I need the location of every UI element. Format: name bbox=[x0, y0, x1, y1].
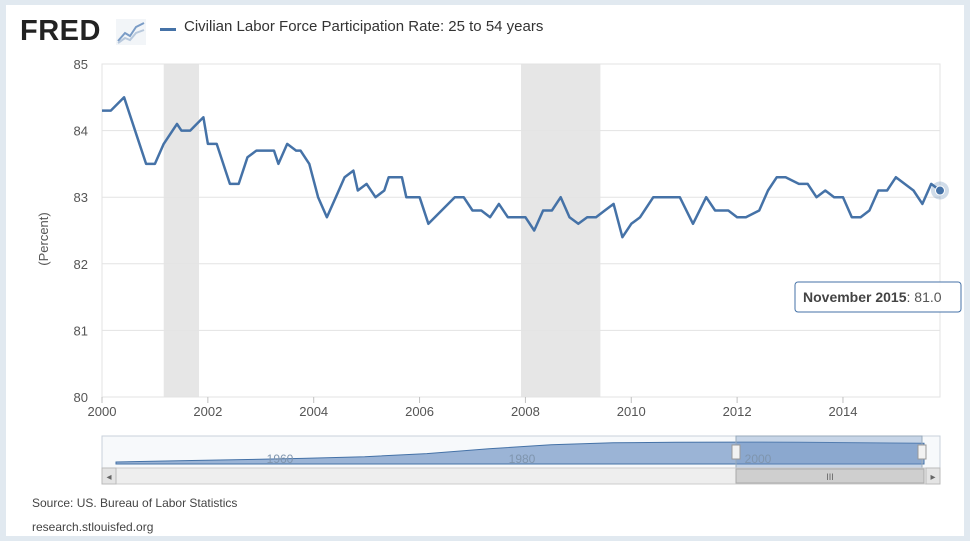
time-navigator[interactable]: 1960 1980 2000 ◂ ▸ III bbox=[101, 435, 941, 485]
x-tick-label: 2014 bbox=[829, 404, 858, 419]
chart-frame: FRED Civilian Labor Force Participation … bbox=[6, 5, 964, 536]
scroll-left-icon: ◂ bbox=[106, 472, 111, 483]
y-axis: 80 81 82 83 84 85 bbox=[74, 57, 88, 405]
navigator-right-handle[interactable] bbox=[917, 444, 927, 460]
legend-swatch bbox=[160, 28, 176, 31]
y-tick-label: 83 bbox=[74, 190, 88, 205]
x-tick-label: 2006 bbox=[405, 404, 434, 419]
line-graph-icon bbox=[116, 19, 146, 45]
navigator-area bbox=[115, 441, 925, 465]
x-axis: 2000 2002 2004 2006 2008 2010 2012 2014 bbox=[88, 397, 858, 419]
y-axis-title: (Percent) bbox=[36, 212, 51, 265]
scrollbar-grip-icon: III bbox=[826, 472, 834, 482]
tooltip-date: November 2015 bbox=[803, 289, 907, 305]
x-tick-label: 2002 bbox=[193, 404, 222, 419]
x-tick-label: 2012 bbox=[723, 404, 752, 419]
scroll-right-button[interactable] bbox=[925, 467, 941, 485]
navigator-year-label: 1980 bbox=[509, 452, 536, 466]
series-line bbox=[102, 96, 941, 239]
plot-border bbox=[101, 63, 941, 398]
y-tick-label: 80 bbox=[74, 390, 88, 405]
x-tick-label: 2000 bbox=[88, 404, 117, 419]
navigator-year-label: 2000 bbox=[745, 452, 772, 466]
hover-point bbox=[935, 185, 945, 196]
navigator-year-label: 1960 bbox=[267, 452, 294, 466]
recession-band bbox=[163, 64, 200, 397]
fred-logo[interactable]: FRED bbox=[20, 15, 101, 47]
tooltip-text: November 2015: 81.0 bbox=[803, 289, 942, 305]
navigator-left-handle[interactable] bbox=[731, 444, 741, 460]
x-tick-label: 2004 bbox=[299, 404, 328, 419]
scroll-right-icon: ▸ bbox=[930, 472, 935, 483]
navigator-labels: 1960 1980 2000 bbox=[267, 452, 772, 466]
scrollbar-thumb[interactable] bbox=[735, 468, 925, 484]
line-chart: 80 81 82 83 84 85 2000 2002 2004 2006 2008 2010 201… bbox=[36, 57, 962, 485]
y-tick-label: 85 bbox=[74, 57, 88, 72]
scroll-left-button[interactable] bbox=[101, 467, 117, 485]
grid-lines bbox=[101, 63, 941, 398]
y-tick-label: 82 bbox=[74, 257, 88, 272]
source-note: Source: US. Bureau of Labor Statistics bbox=[32, 496, 238, 510]
tooltip-value: 81.0 bbox=[914, 289, 941, 305]
tooltip: November 2015: 81.0 bbox=[794, 281, 962, 313]
x-tick-label: 2008 bbox=[511, 404, 540, 419]
y-tick-label: 84 bbox=[74, 124, 88, 139]
legend-label[interactable]: Civilian Labor Force Participation Rate:… bbox=[184, 18, 544, 35]
site-link[interactable]: research.stlouisfed.org bbox=[32, 520, 154, 534]
x-tick-label: 2010 bbox=[617, 404, 646, 419]
y-tick-label: 81 bbox=[74, 323, 88, 338]
series-group bbox=[102, 96, 949, 239]
